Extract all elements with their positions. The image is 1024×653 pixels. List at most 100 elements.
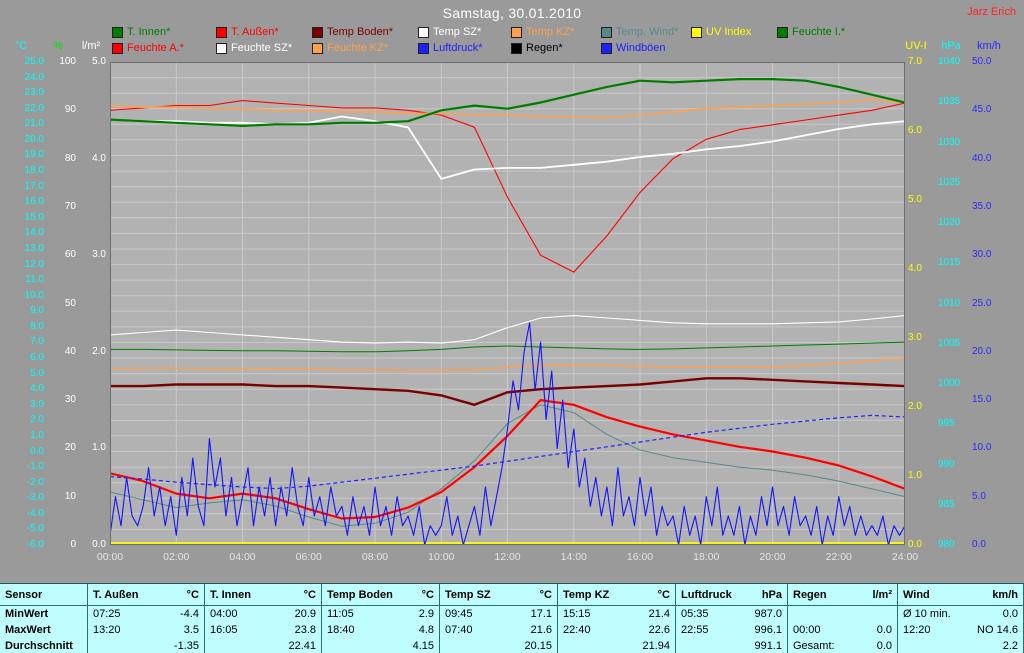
table-max: 22:40 22.6: [558, 622, 676, 638]
tick-hpa: 980: [938, 539, 955, 550]
tick-kmh: 45.0: [972, 104, 992, 116]
tick-hpa: 1000: [938, 378, 961, 389]
legend-swatch: [418, 26, 429, 38]
table-header-temp-sz-value: °C: [539, 588, 552, 601]
table-max: 22:55 996.1: [676, 622, 788, 638]
table-avg: 22.41: [205, 638, 322, 653]
legend-swatch: [216, 26, 227, 38]
table-header-regen: Regen l/m²: [788, 584, 898, 606]
tick-temp: 25.0: [24, 56, 44, 67]
table-max: 18:40 4.8: [322, 622, 440, 638]
tick-temp: 9.0: [30, 305, 44, 317]
table-avg-value: 22.41: [288, 640, 316, 652]
table-header-luftdruck-time: Luftdruck: [681, 588, 732, 601]
tick-time: 04:00: [229, 551, 256, 563]
legend-item-windb-en: Windböen: [601, 41, 691, 55]
tick-time: 22:00: [825, 551, 852, 563]
tick-uv: 6.0: [908, 125, 922, 136]
legend-label: Temp. Wind*: [616, 26, 679, 38]
tick-time: 08:00: [361, 551, 389, 563]
series-temp_boden: [110, 377, 905, 406]
legend-label: Feuchte SZ*: [231, 42, 293, 54]
table-header-regen-value: l/m²: [872, 588, 892, 601]
table-avg: 20.15: [440, 638, 558, 653]
tick-pct: 0: [70, 539, 76, 550]
tick-lm2: 0.0: [92, 539, 106, 550]
legend-label: Temp SZ*: [433, 26, 482, 38]
tick-uv: 3.0: [908, 332, 922, 343]
table-header-regen-time: Regen: [793, 588, 827, 601]
tick-temp: 19.0: [24, 149, 44, 161]
legend-item-feuchte-sz-: Feuchte SZ*: [216, 41, 312, 55]
table-header-t-innen-value: °C: [303, 588, 316, 601]
tick-pct: 70: [64, 200, 76, 212]
tick-pct: 80: [64, 152, 76, 164]
legend-item-feuchte-a-: Feuchte A.*: [112, 41, 216, 55]
tick-hpa: 1005: [938, 337, 961, 349]
weather-chart-plot: [110, 62, 905, 545]
table-avg: 21.94: [558, 638, 676, 653]
tick-hpa: 985: [938, 498, 955, 510]
table-min-time: 05:35: [681, 608, 709, 620]
series-feuchte_kz: [110, 357, 905, 371]
tick-temp: 8.0: [30, 320, 44, 332]
table-header-temp-boden-time: Temp Boden: [327, 588, 393, 601]
table-avg-value: 4.15: [412, 640, 434, 652]
tick-temp: -2.0: [26, 476, 44, 488]
statistics-table: Sensor T. Außen °C T. Innen °C Temp Boden °C Te…: [0, 583, 1024, 653]
tick-pct: 40: [64, 345, 76, 357]
legend-swatch: [112, 42, 123, 54]
axis-header-kmh: km/h: [977, 40, 1001, 52]
series-temp_wind: [110, 404, 905, 527]
series-luftdruck: [110, 414, 905, 490]
tick-kmh: 20.0: [972, 345, 992, 357]
table-header-temp-boden-value: °C: [421, 588, 434, 601]
tick-temp: 4.0: [30, 383, 44, 395]
table-rowlabel-minwert: MinWert: [0, 606, 88, 622]
table-avg-value: 0.0: [876, 640, 892, 652]
tick-hpa: 1035: [938, 96, 961, 108]
series-temp_kz: [110, 98, 905, 119]
tick-time: 06:00: [295, 551, 322, 563]
table-max: 07:40 21.6: [440, 622, 558, 638]
tick-lm2: 5.0: [92, 56, 106, 67]
tick-temp: 1.0: [30, 429, 44, 441]
table-max-time: 22:55: [681, 624, 709, 636]
axis-header-temp: °C: [14, 40, 28, 52]
table-header-wind-time: Wind: [903, 588, 930, 601]
tick-uv: 4.0: [908, 263, 922, 274]
legend-swatch: [312, 42, 323, 54]
table-header-wind: Wind km/h: [898, 584, 1024, 606]
tick-temp: 20.0: [24, 133, 44, 145]
table-min-value: 0.0: [1002, 608, 1018, 620]
table-max: 00:00 0.0: [788, 622, 898, 638]
table-avg-value: 20.15: [524, 640, 552, 652]
table-rowlabel-maxwert-time: MaxWert: [5, 624, 51, 636]
series-feuchte_a: [110, 100, 905, 273]
legend-item-temp-sz-: Temp SZ*: [418, 25, 511, 39]
table-rowlabel-minwert-time: MinWert: [5, 608, 49, 620]
tick-kmh: 25.0: [972, 297, 992, 309]
tick-uv: 1.0: [908, 470, 922, 481]
legend-item-regen-: Regen*: [511, 41, 601, 55]
tick-temp: 17.0: [24, 180, 44, 192]
table-header-t-innen-time: T. Innen: [210, 588, 251, 601]
watermark-author: Jarz Erich: [967, 6, 1016, 18]
tick-temp: -1.0: [26, 461, 44, 473]
table-max-value: NO 14.6: [977, 624, 1018, 636]
tick-temp: -3.0: [26, 492, 44, 504]
table-max-value: 22.6: [648, 624, 670, 636]
legend-item-temp-kz-: Temp KZ*: [511, 25, 601, 39]
table-max-value: 0.0: [876, 624, 892, 636]
tick-hpa: 1010: [938, 297, 961, 309]
table-max: 16:05 23.8: [205, 622, 322, 638]
legend-swatch: [216, 42, 227, 54]
tick-temp: 18.0: [24, 165, 44, 177]
table-avg-value: 991.1: [754, 640, 782, 652]
series-temp_sz: [110, 115, 905, 180]
legend-label: Luftdruck*: [433, 42, 483, 54]
table-min-value: 21.4: [648, 608, 670, 620]
series-t_aussen: [110, 399, 905, 520]
legend-label: Windböen: [616, 42, 666, 54]
tick-time: 10:00: [428, 551, 455, 563]
